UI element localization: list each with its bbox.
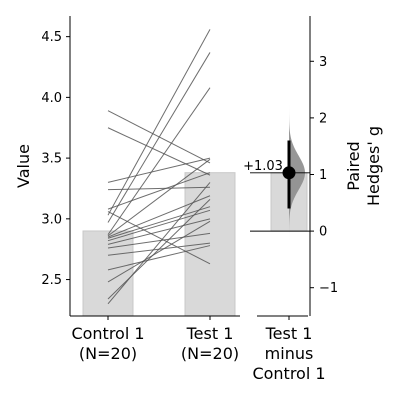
paired-line-15 — [107, 232, 211, 249]
x-tick-label: Control 1 (N=20) — [71, 324, 144, 363]
y-tick-label: 4.0 — [41, 91, 62, 106]
x-tick-label: Test 1 (N=20) — [181, 324, 239, 363]
y-axis-label: Value — [14, 144, 33, 188]
x-tick-label-line: (N=20) — [181, 344, 239, 363]
paired-line-14 — [107, 218, 211, 245]
paired-line-19 — [107, 199, 211, 300]
x-tick-label-line: (N=20) — [79, 344, 137, 363]
right-x-tick-label: Test 1 minus Control 1 — [252, 324, 325, 383]
paired-line-8 — [107, 52, 211, 223]
y-tick-label: 3.5 — [41, 152, 62, 167]
paired-line-4 — [107, 186, 211, 191]
paired-line-5 — [107, 172, 211, 210]
x-tick-label-line: Control 1 — [71, 324, 144, 343]
right-y-axis-label-line: Paired — [344, 141, 363, 190]
right-y-tick-label: 1 — [319, 168, 327, 183]
right-y-tick-label: 2 — [319, 111, 327, 126]
y-tick-label: 4.5 — [41, 30, 62, 45]
paired-line-20 — [107, 182, 211, 305]
paired-line-2 — [107, 127, 211, 176]
x-tick-label-line: Test 1 — [186, 324, 234, 343]
right-y-axis-label-line: Hedges' g — [364, 126, 383, 206]
right-y-tick-label: −1 — [319, 281, 338, 296]
paired-line-10 — [107, 158, 211, 237]
right-x-tick-label-line: Test 1 — [265, 324, 313, 343]
right-y-tick-label: 3 — [319, 55, 327, 70]
paired-line-6 — [107, 211, 211, 265]
right-x-tick-label-line: minus — [265, 344, 314, 363]
effect-size-label: +1.03 — [243, 159, 283, 174]
paired-line-18 — [107, 220, 211, 283]
bar-test-1 — [184, 172, 236, 317]
y-tick-label: 3.0 — [41, 212, 62, 227]
effect-size-panel: +1.03 −1 0 1 2 3 Test 1 minus Control 1 PairedHed… — [243, 16, 383, 383]
paired-line-17 — [107, 245, 211, 271]
paired-line-12 — [107, 206, 211, 239]
y-tick-label: 2.5 — [41, 273, 62, 288]
right-x-tick-label-line: Control 1 — [252, 364, 325, 383]
right-y-axis-label: PairedHedges' g — [344, 126, 383, 206]
effect-size-point — [282, 166, 296, 180]
paired-line-7 — [107, 29, 211, 216]
right-y-tick-label: 0 — [319, 225, 327, 240]
paired-line-3 — [107, 157, 211, 183]
paired-line-9 — [107, 87, 211, 235]
